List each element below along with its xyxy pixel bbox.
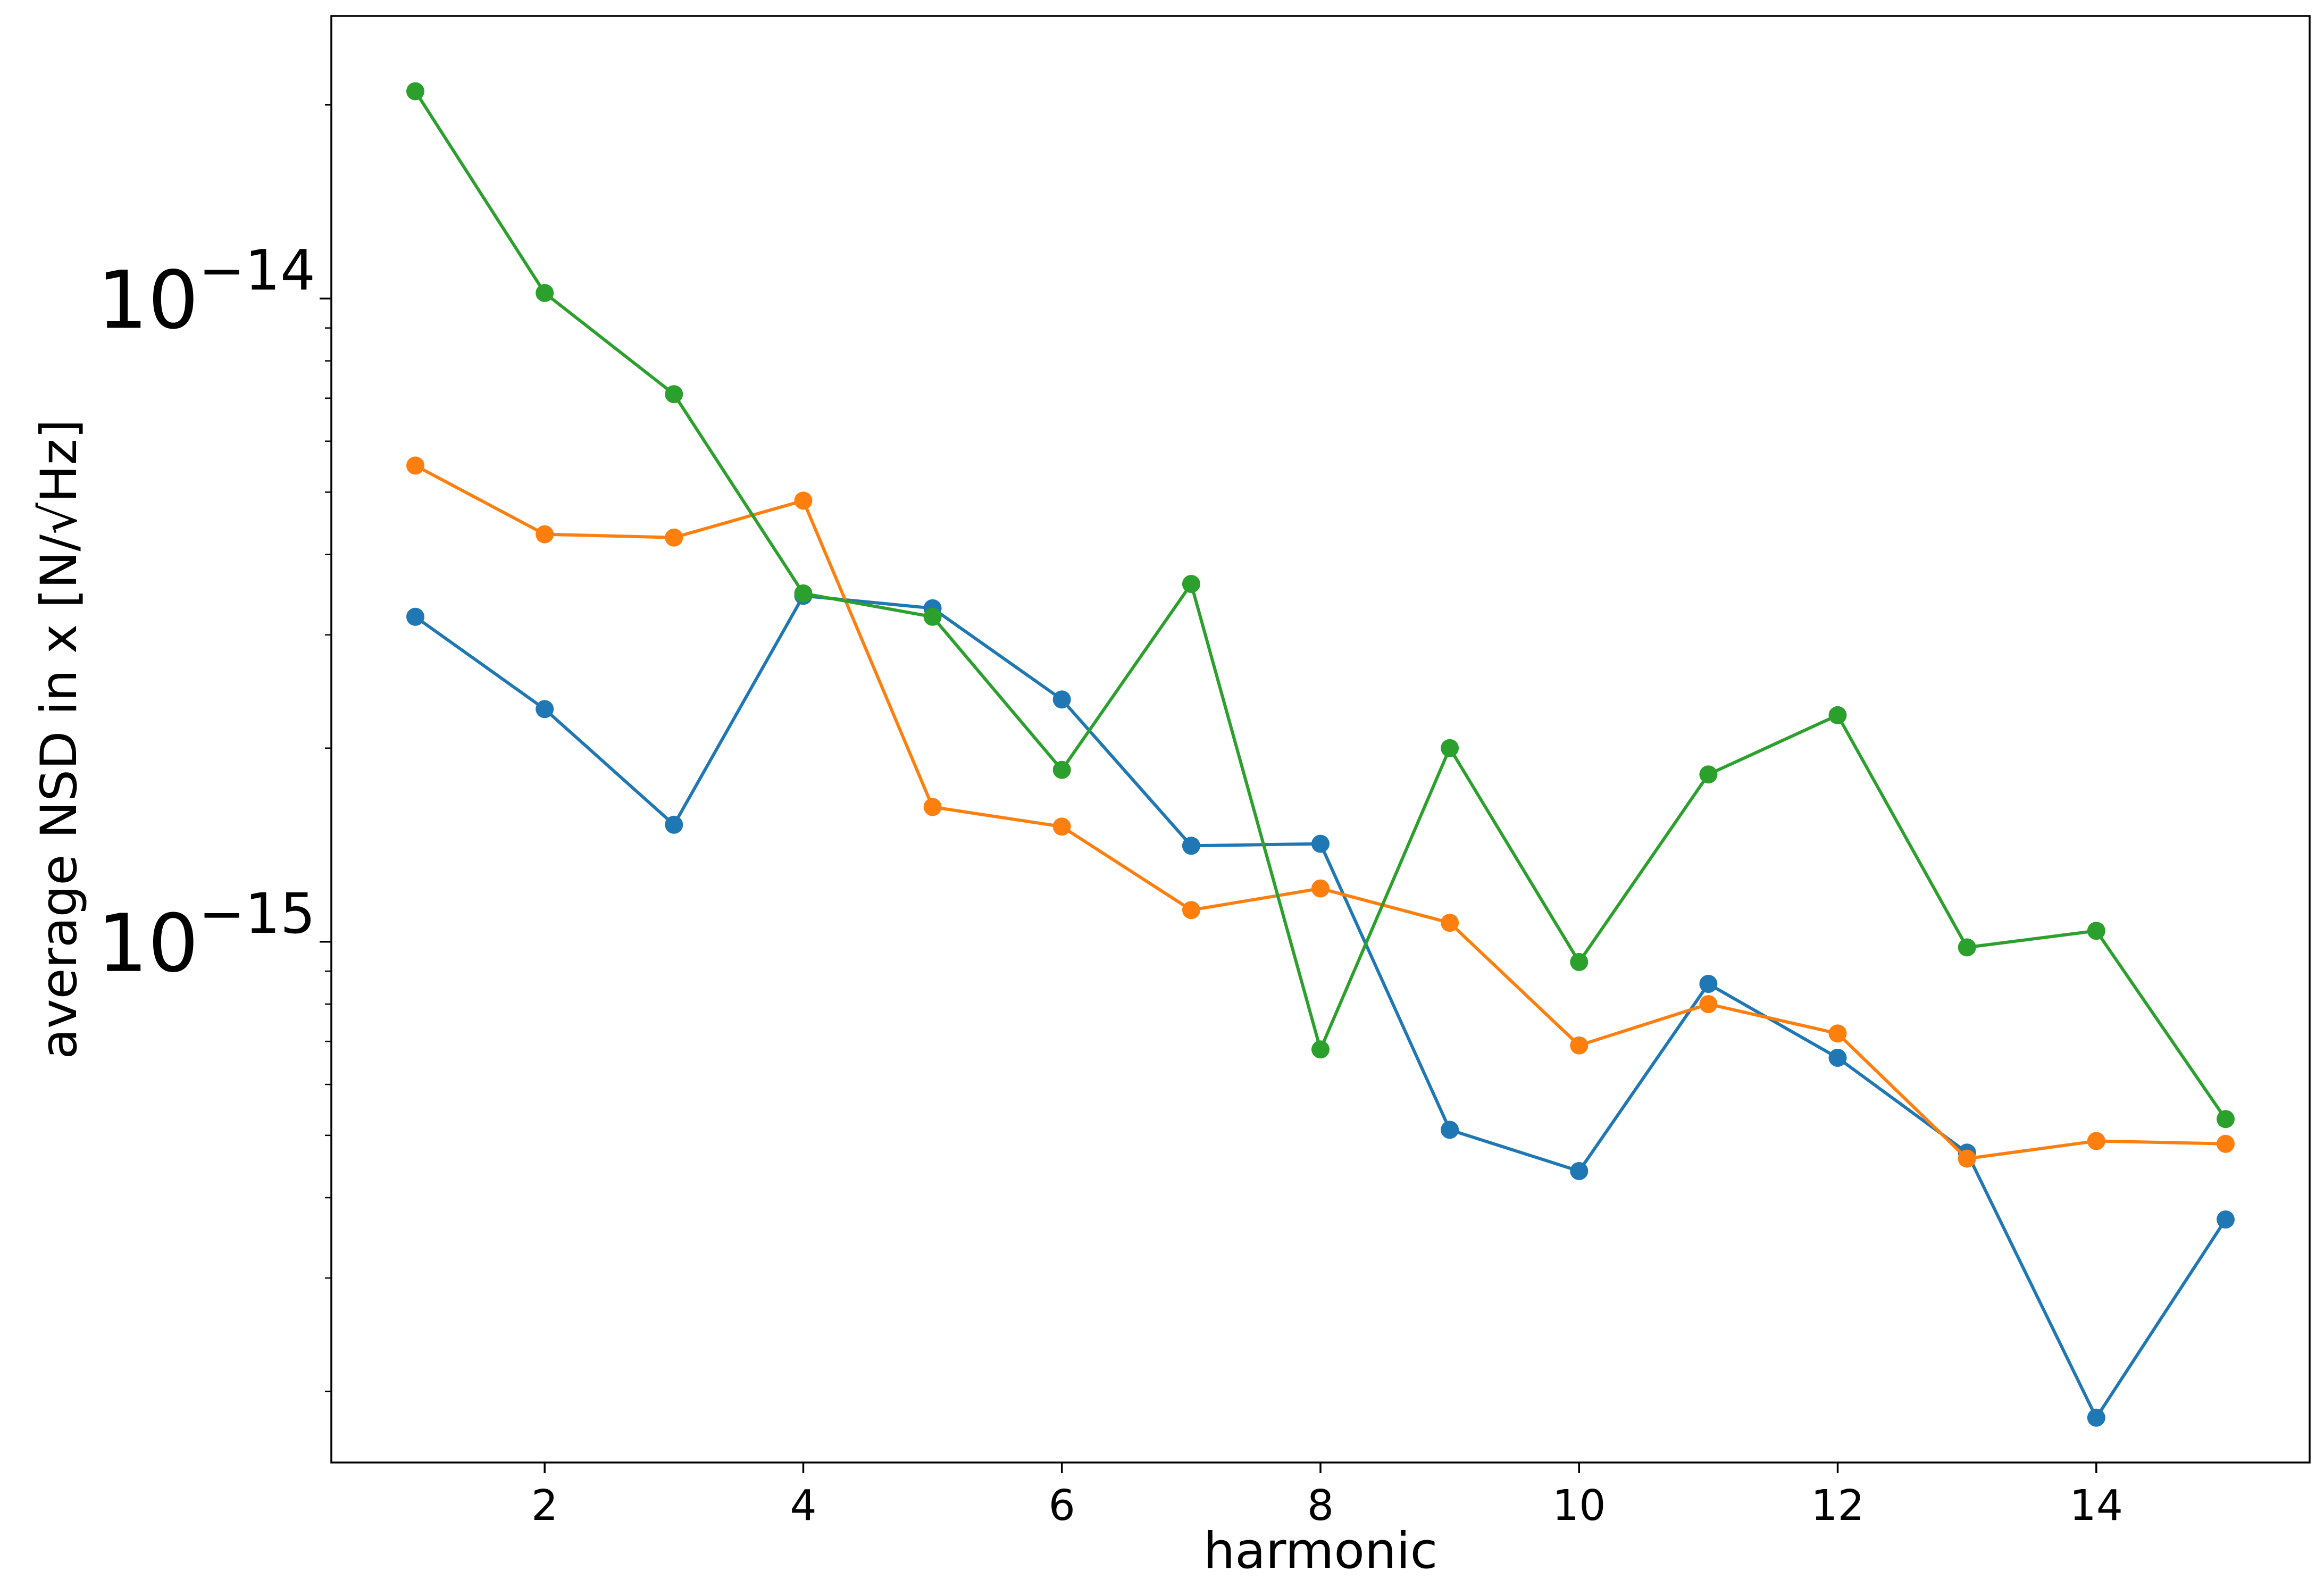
series-1-point <box>1570 1162 1589 1180</box>
series-2-point <box>665 528 683 547</box>
series-3-point <box>794 584 813 603</box>
series-2-point <box>1958 1149 1976 1168</box>
series-3-point <box>1699 765 1718 784</box>
series-3-point <box>1958 938 1976 957</box>
series-2 <box>406 456 2235 1168</box>
series-3-point <box>1828 706 1847 724</box>
series-1-point <box>1441 1121 1459 1139</box>
series-3-point <box>1570 952 1589 971</box>
y-tick-label: 10−15 <box>97 881 315 990</box>
x-tick-label: 10 <box>1552 1481 1606 1530</box>
series-2-point <box>794 491 813 510</box>
series-layer <box>406 82 2235 1427</box>
series-1-point <box>2087 1408 2105 1427</box>
series-2-point <box>1311 879 1330 898</box>
x-tick-label: 2 <box>531 1481 558 1530</box>
series-2-point <box>2087 1132 2105 1150</box>
series-2-point <box>923 798 942 816</box>
series-3-point <box>923 607 942 626</box>
series-2-point <box>1570 1036 1589 1055</box>
series-2-point <box>1052 817 1071 836</box>
series-3-point <box>1441 739 1459 757</box>
series-1-point <box>1699 975 1718 993</box>
series-3-point <box>536 283 554 302</box>
series-3-point <box>406 82 424 101</box>
series-1-point <box>406 607 424 626</box>
x-tick-label: 8 <box>1307 1481 1334 1530</box>
series-3-point <box>1182 575 1200 593</box>
series-2-point <box>1441 914 1459 932</box>
y-tick-label: 10−14 <box>97 238 315 347</box>
series-3-point <box>2087 922 2105 940</box>
x-tick-label: 6 <box>1049 1481 1075 1530</box>
series-3 <box>406 82 2235 1129</box>
x-axis: 2 4 6 8 10 12 14 <box>531 1463 2123 1530</box>
series-1 <box>406 587 2235 1427</box>
series-3-point <box>665 385 683 404</box>
x-tick-label: 12 <box>1811 1481 1865 1530</box>
series-2-point <box>1182 901 1200 920</box>
series-2-point <box>536 525 554 544</box>
series-1-point <box>536 700 554 718</box>
series-2-point <box>2217 1134 2235 1153</box>
x-tick-label: 4 <box>790 1481 816 1530</box>
series-1-point <box>1311 834 1330 853</box>
series-1-point <box>1182 837 1200 855</box>
series-1-point <box>1828 1049 1847 1067</box>
series-3-point <box>1311 1040 1330 1059</box>
y-axis-label: average NSD in x [N/√Hz] <box>30 419 88 1059</box>
series-1-point <box>665 815 683 834</box>
series-2-point <box>406 456 424 475</box>
series-1-point <box>1052 690 1071 709</box>
x-axis-label: harmonic <box>1203 1522 1438 1580</box>
series-2-point <box>1828 1024 1847 1043</box>
x-tick-label: 14 <box>2070 1481 2124 1530</box>
series-3-point <box>2217 1110 2235 1129</box>
series-2-point <box>1699 995 1718 1013</box>
y-axis: 10−14 10−15 <box>97 104 331 1392</box>
series-1-point <box>2217 1210 2235 1229</box>
series-3-point <box>1052 761 1071 779</box>
